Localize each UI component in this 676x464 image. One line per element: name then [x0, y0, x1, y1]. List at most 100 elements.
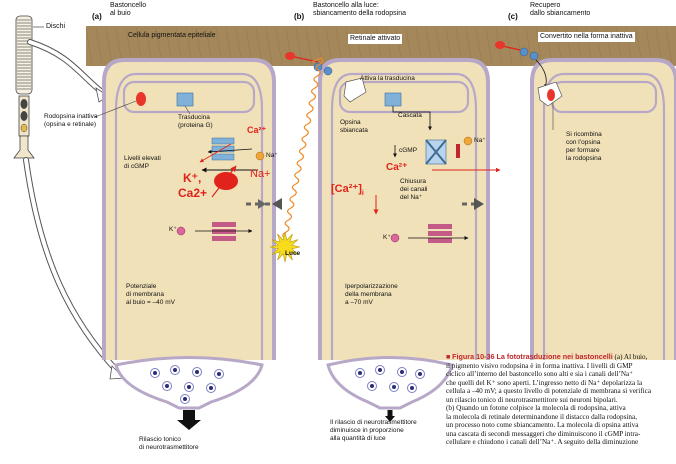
- ca-label-b: Ca²⁺: [386, 162, 408, 173]
- transducin-b-icon: [384, 92, 402, 107]
- release-reduced-label-2: diminuisce in proporzione: [330, 427, 404, 434]
- caption-line: il pigmento visivo rodopsina è in forma …: [446, 361, 633, 370]
- release-reduced-label-3: alla quantità di luce: [330, 435, 386, 442]
- red-na-label: Na+: [250, 168, 271, 180]
- release-reduced-label-1: Il rilascio di neurotrasmettitore: [330, 419, 417, 426]
- activates-transducin-label: Attiva la trasducina: [360, 75, 415, 82]
- opsin-bleached-label-1: Opsina: [340, 119, 361, 126]
- hyperpol-label-2: della membrana: [345, 291, 392, 298]
- panel-c-content: [495, 41, 563, 130]
- channels-close-label-1: Chiusura: [400, 178, 427, 185]
- panel-c-title-2: dallo sbiancamento: [530, 10, 591, 17]
- cascade-label: Cascata: [398, 112, 422, 119]
- caption-line: che quelli del K⁺ sono aperti. L’ingress…: [446, 378, 643, 387]
- light-label: Luce: [285, 250, 301, 257]
- cgmp-high-label-2: di cGMP: [124, 163, 149, 170]
- k-channel-a: [212, 222, 236, 241]
- converted-label: Convertito nella forma inattiva: [538, 32, 635, 42]
- panel-b-title-1: Bastoncello alla luce:: [313, 2, 379, 9]
- mitochondrion-2: [20, 111, 28, 121]
- channel-blob-red: [214, 172, 238, 190]
- panel-b-letter: (b): [294, 12, 305, 21]
- caption-title: Figura 10-36 La fototrasduzione nei bast…: [452, 352, 613, 361]
- channels-close-label-2: dei canali: [400, 186, 428, 193]
- caption-line: la molecola di retinale determinandone i…: [446, 412, 637, 421]
- cgmp-high-label-1: Livelli elevati: [124, 155, 161, 162]
- light-burst-icon: [269, 231, 301, 263]
- caption-line: (b) Quando un fotone colpisce la molecol…: [446, 404, 626, 412]
- panel-a-title-2: al buio: [110, 10, 131, 17]
- panel-c-title-1: Recupero: [530, 2, 561, 9]
- opsin-bleached-icon: [343, 77, 367, 103]
- red-ca-label: Ca2+: [178, 186, 208, 200]
- panel-b-content: [269, 52, 501, 263]
- transducin-icon: [176, 92, 194, 107]
- synaptic-terminal-b: [326, 356, 454, 422]
- rod-overview: [13, 15, 44, 159]
- recombines-label-2: con l’opsina: [566, 139, 601, 146]
- caption-line: cellula a –40 mV; a questo livello di po…: [446, 387, 652, 395]
- rhodopsin-inactive-icon: [136, 92, 146, 106]
- na-label-b: Na⁺: [474, 137, 486, 144]
- panel-b-title-2: sbiancamento della rodopsina: [313, 10, 407, 17]
- figure-caption: ■ Figura 10-36 La fototrasduzione nei ba…: [446, 352, 674, 447]
- channels-close-label-3: del Na⁺: [400, 194, 423, 201]
- red-k-label: K⁺,: [183, 171, 202, 185]
- hyperpol-label-3: a –70 mV: [345, 299, 373, 306]
- release-tonic-label-2: di neurotrasmettitore: [139, 444, 199, 451]
- potential-dark-label-1: Potenziale: [126, 283, 157, 290]
- nucleus: [20, 123, 28, 133]
- rhodopsin-inactive-label-1: Rodopsina inattiva: [44, 113, 98, 120]
- rod-cell-a: [102, 58, 276, 360]
- caption-line: ciclico all’interno del bastoncello sono…: [446, 370, 634, 378]
- caption-line: un rilascio tonico di neurotrasmettitore…: [446, 395, 618, 404]
- caption-line: un processo noto come sbiancamento. La m…: [446, 421, 639, 429]
- recombines-label-4: la rodopsina: [566, 155, 602, 162]
- panel-a-title-1: Bastoncello: [110, 2, 147, 9]
- opsin-bleached-label-2: sbiancata: [340, 127, 368, 134]
- na-ion-b: [463, 136, 473, 146]
- k-ion-a: [176, 226, 186, 236]
- rod-cell-b: [318, 58, 490, 360]
- k-label-a: K⁺: [169, 226, 177, 233]
- synaptic-terminal-a: [114, 356, 264, 430]
- caption-line-0: (a) Al buio,: [614, 353, 648, 361]
- blocked-bar: [456, 144, 460, 158]
- panel-c-letter: (c): [508, 12, 518, 21]
- k-channel-b: [428, 224, 452, 243]
- potential-dark-label-3: al buio = –40 mV: [126, 299, 175, 306]
- transducin-label-2: (proteina G): [178, 122, 213, 129]
- caption-line: una cascata di secondi messaggeri che di…: [446, 429, 641, 438]
- k-label-b: K⁺: [383, 234, 391, 241]
- recombines-label-1: Si ricombina: [566, 131, 602, 138]
- cgmp-gated-channel-b-closed: [425, 139, 447, 165]
- flow-arrow-a-to-b: [272, 198, 282, 210]
- rhodopsin-reformed-icon: [547, 89, 555, 101]
- light-photon-wave: [282, 57, 324, 239]
- retinal-active-label: Retinale attivato: [348, 34, 403, 44]
- k-ion-b: [390, 233, 400, 243]
- release-arrow-a: [177, 410, 201, 430]
- panel-a-letter: (a): [92, 12, 102, 21]
- cgmp-down-label: cGMP: [399, 147, 418, 154]
- hyperpol-label-1: Iperpolarizzazione: [345, 283, 398, 290]
- outer-segment: [15, 15, 33, 95]
- panel-a-content: [94, 92, 283, 241]
- ca-label-a: Ca²⁺: [247, 125, 267, 135]
- dischi-label: Dischi: [46, 23, 66, 30]
- release-tonic-label-1: Rilascio tonico: [139, 436, 181, 443]
- synaptic-base: [13, 135, 35, 159]
- epithelium-label: Cellula pigmentata epiteliale: [128, 32, 216, 39]
- na-label-a: Na⁺: [266, 152, 278, 159]
- flow-arrow-b-to-c: [462, 198, 484, 210]
- caption-line: cellulare e chiudono i canali dell’Na⁺. …: [446, 438, 639, 446]
- release-arrow-b: [385, 410, 395, 422]
- na-ion-a: [255, 151, 265, 161]
- recombines-label-3: per formare: [566, 147, 600, 154]
- mitochondrion-1: [20, 99, 28, 109]
- rod-cell-c: [530, 58, 676, 360]
- potential-dark-label-2: di membrana: [126, 291, 164, 298]
- rhodopsin-inactive-label-2: (opsina e retinale): [44, 121, 97, 128]
